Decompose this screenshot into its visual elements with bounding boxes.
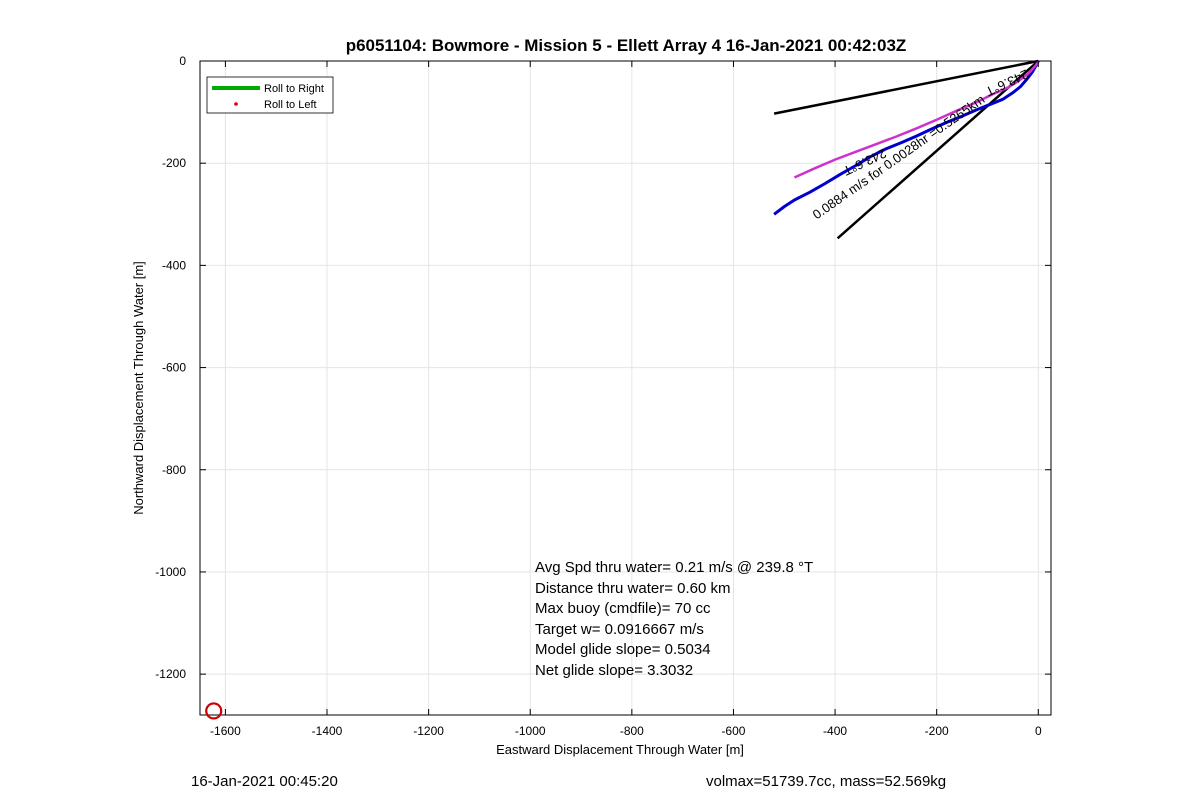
y-tick-label: 0 (179, 54, 186, 68)
y-tick-label: -1000 (155, 565, 186, 579)
x-tick-label: -1400 (312, 724, 343, 738)
ticks: -1600 -1400 -1200 -1000 -800 -600 -400 -200 0 0 -2… (155, 54, 1051, 738)
y-tick-label: -800 (162, 463, 186, 477)
x-tick-label: -1200 (413, 724, 444, 738)
footer-mass-info: volmax=51739.7cc, mass=52.569kg (706, 773, 947, 790)
annotation-target-w: Target w= 0.0916667 m/s (535, 621, 704, 638)
y-tick-label: -1200 (155, 667, 186, 681)
heading-line-1 (836, 60, 1040, 240)
footer-timestamp: 16-Jan-2021 00:45:20 (191, 773, 338, 790)
x-tick-label: -800 (620, 724, 644, 738)
chart-title: p6051104: Bowmore - Mission 5 - Ellett A… (346, 36, 907, 55)
annotation-distance: Distance thru water= 0.60 km (535, 580, 731, 597)
series-line-1 (793, 61, 1040, 179)
annotation-net-glide: Net glide slope= 3.3032 (535, 662, 693, 679)
annotation-avg-speed: Avg Spd thru water= 0.21 m/s @ 239.8 °T (535, 559, 813, 576)
y-tick-label: -400 (162, 258, 186, 272)
legend-label-roll-right: Roll to Right (264, 83, 324, 95)
data-lines (773, 59, 1040, 240)
legend-box (206, 76, 334, 114)
x-tick-label: -600 (721, 724, 745, 738)
trajectory-label-0: 0.0884 m/s for 0.0028hr =0.5265km (810, 92, 988, 223)
x-tick-label: -1600 (210, 724, 241, 738)
stats-annotations: Avg Spd thru water= 0.21 m/s @ 239.8 °T … (535, 559, 813, 679)
annotation-max-buoy: Max buoy (cmdfile)= 70 cc (535, 600, 711, 617)
y-axis-label: Northward Displacement Through Water [m] (131, 261, 146, 515)
heading-line-0 (773, 59, 1039, 115)
grid (200, 60, 1051, 715)
annotation-model-glide: Model glide slope= 0.5034 (535, 641, 711, 658)
axes-box (199, 60, 1052, 716)
legend-label-roll-left: Roll to Left (264, 99, 317, 111)
y-tick-label: -200 (162, 156, 186, 170)
x-tick-label: -1000 (515, 724, 546, 738)
y-tick-label: -600 (162, 361, 186, 375)
legend: Roll to Right Roll to Left (206, 76, 334, 114)
x-tick-label: -400 (823, 724, 847, 738)
trajectory-labels: 0.0884 m/s for 0.0028hr =0.5265km243.6°T… (810, 67, 1031, 223)
series-line-0 (773, 60, 1040, 216)
legend-swatch-roll-left (234, 102, 238, 106)
x-tick-label: 0 (1035, 724, 1042, 738)
x-axis-label: Eastward Displacement Through Water [m] (496, 742, 744, 757)
x-tick-label: -200 (925, 724, 949, 738)
start-marker (205, 702, 223, 720)
